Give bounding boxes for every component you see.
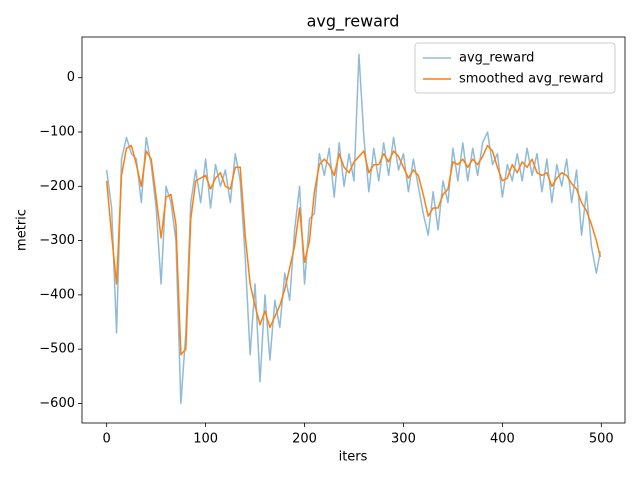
x-tick-label: 300 xyxy=(391,432,416,447)
legend-box xyxy=(414,42,616,94)
series-line xyxy=(105,144,602,356)
y-tick-label: −500 xyxy=(39,342,75,357)
chart-title: avg_reward xyxy=(307,12,400,32)
legend-label: smoothed avg_reward xyxy=(459,72,604,87)
x-axis-label: iters xyxy=(339,450,368,465)
x-tick-label: 500 xyxy=(589,432,614,447)
x-tick-label: 200 xyxy=(292,432,317,447)
x-tick-label: 400 xyxy=(490,432,515,447)
x-tick-label: 100 xyxy=(193,432,218,447)
plot-frame xyxy=(81,36,626,424)
y-tick-label: −200 xyxy=(39,179,75,194)
y-tick-label: −300 xyxy=(39,233,75,248)
y-tick-label: −100 xyxy=(39,125,75,140)
legend-label: avg_reward xyxy=(459,51,534,66)
y-tick-label: −600 xyxy=(39,396,75,411)
y-tick-label: 0 xyxy=(67,70,75,85)
x-tick-label: 0 xyxy=(103,432,111,447)
y-tick-label: −400 xyxy=(39,287,75,302)
y-axis-label: metric xyxy=(15,209,30,251)
